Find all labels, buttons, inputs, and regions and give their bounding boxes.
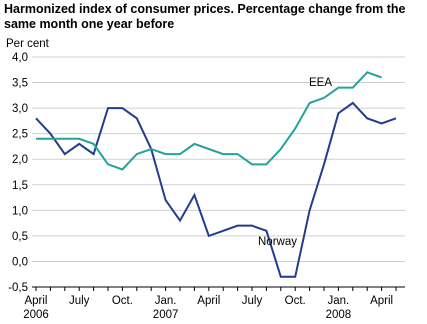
y-tick-label: 4,0 (12, 52, 28, 64)
y-tick-label: 3,5 (12, 78, 28, 90)
x-tick-label: Oct. (285, 295, 306, 307)
x-tick-label: Oct. (112, 295, 133, 307)
y-tick-label: 1,5 (12, 180, 28, 192)
x-tick-label: July (69, 295, 90, 307)
y-tick-label: 0,5 (12, 231, 28, 243)
y-tick-label: 1,0 (12, 205, 28, 217)
x-tick-label: April (370, 295, 393, 307)
series-label: Norway (258, 236, 297, 248)
chart-title: Harmonized index of consumer prices. Per… (4, 2, 406, 31)
y-tick-label: 0,0 (12, 256, 28, 268)
x-tick-label: April 2006 (23, 295, 49, 321)
series-line (35, 101, 397, 278)
y-tick-label: 2,0 (12, 154, 28, 166)
x-tick-label: July (242, 295, 263, 307)
y-tick-label: 3,0 (12, 103, 28, 115)
series-line (36, 71, 382, 171)
y-axis-label: Per cent (6, 38, 50, 50)
x-tick-label: Jan. 2007 (153, 295, 179, 321)
series-label: EEA (309, 77, 332, 89)
y-tick-label: -0,5 (8, 282, 28, 294)
y-tick-label: 2,5 (12, 129, 28, 141)
x-tick-label: April (197, 295, 220, 307)
x-tick-label: Jan. 2008 (326, 295, 352, 321)
